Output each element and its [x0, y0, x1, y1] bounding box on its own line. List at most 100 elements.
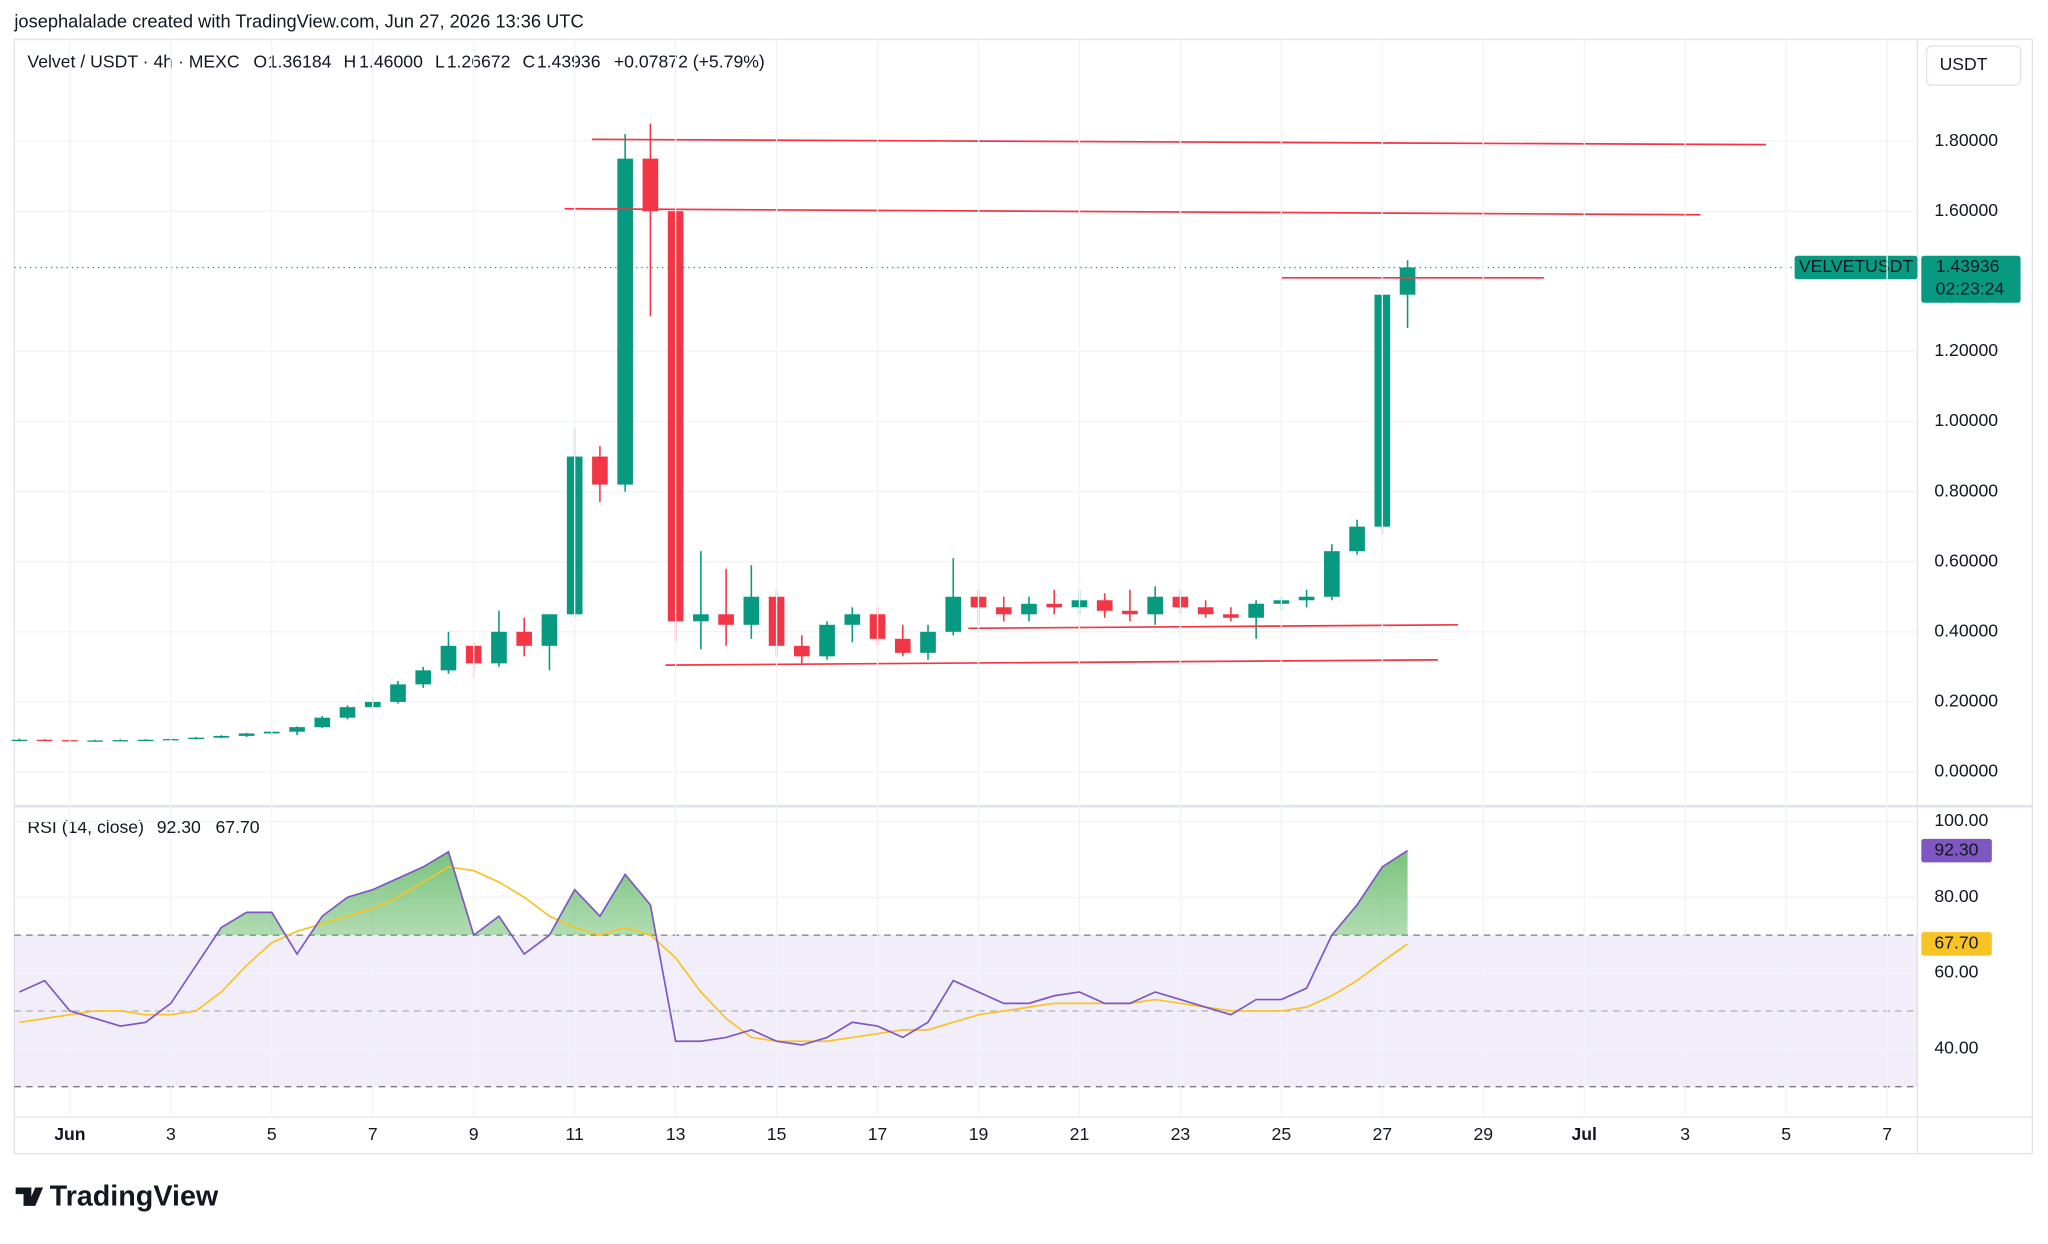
- candle-body: [1046, 603, 1063, 608]
- candle-body: [819, 624, 835, 657]
- candle-body: [238, 733, 255, 736]
- candle-body: [743, 596, 760, 625]
- logo-text: TradingView: [50, 1181, 219, 1213]
- ohlc-value: 1.26672: [447, 52, 511, 72]
- candle-body: [995, 607, 1012, 615]
- y-tick-label: 1.60000: [1934, 200, 1998, 220]
- rsi-line: [19, 866, 1409, 1043]
- ohlc-key: C: [522, 52, 535, 72]
- y-tick-label: 1.20000: [1934, 340, 1998, 360]
- x-tick-label: Jun: [54, 1124, 85, 1144]
- x-tick-label: 11: [566, 1124, 584, 1144]
- value-badge: [1921, 838, 1992, 863]
- currency-button[interactable]: [1925, 45, 2022, 86]
- x-tick-label: 29: [1473, 1124, 1493, 1144]
- y-tick-label: 0.40000: [1934, 620, 1998, 640]
- candle-body: [945, 596, 962, 632]
- candle-body: [1096, 600, 1113, 611]
- drawn-level: [564, 207, 1701, 216]
- ticker: VELVETUSDT: [1799, 256, 1913, 276]
- logo-mark: [15, 1187, 44, 1206]
- x-tick-label: 5: [267, 1124, 277, 1144]
- ohlc-key: H: [344, 52, 357, 72]
- candle-body: [11, 739, 28, 742]
- y-tick-label: 1.00000: [1934, 410, 1998, 430]
- price-badge: [1921, 255, 2021, 303]
- x-tick-label: 23: [1171, 1124, 1191, 1144]
- candle-body: [188, 737, 204, 740]
- x-tick-label: 3: [1680, 1124, 1690, 1144]
- drawn-level: [665, 658, 1438, 666]
- x-tick-label: 17: [868, 1124, 888, 1144]
- candle-body: [1298, 596, 1315, 601]
- candle-body: [415, 670, 432, 685]
- credit: josephalalade created with TradingView.c…: [13, 10, 583, 31]
- candle-body: [1223, 614, 1239, 618]
- candle-body: [642, 158, 659, 212]
- value-badge: [1921, 932, 1992, 956]
- x-tick-label: 5: [1781, 1124, 1791, 1144]
- candle-body: [844, 614, 861, 625]
- candle-body: [36, 739, 53, 742]
- x-tick-label: 7: [368, 1124, 378, 1144]
- ohlc-value: 1.43936: [537, 52, 601, 72]
- y-tick-label: 0.60000: [1934, 550, 1998, 570]
- currency[interactable]: USDT: [1940, 54, 1988, 74]
- candle-body: [213, 735, 230, 738]
- drawn-level: [968, 623, 1459, 630]
- candle-body: [794, 645, 810, 657]
- change: +0.07872 (+5.79%): [614, 52, 765, 72]
- ohlc-key: O: [253, 52, 267, 72]
- badge-label: 67.70: [1934, 933, 1978, 953]
- x-tick-label: 25: [1272, 1124, 1292, 1144]
- y-tick-label: 100.00: [1934, 810, 1988, 830]
- y-tick-label: 40.00: [1934, 1037, 1978, 1057]
- logo: TradingView: [15, 1181, 219, 1213]
- candle-body: [137, 739, 154, 742]
- symbol: Velvet / USDT · 4h · MEXC: [27, 52, 239, 72]
- legend-value: 92.30: [157, 817, 201, 837]
- x-tick-label: 21: [1070, 1124, 1090, 1144]
- y-tick-label: 1.80000: [1934, 130, 1998, 150]
- candle-body: [112, 740, 129, 742]
- y-tick-label: 0.20000: [1934, 691, 1998, 711]
- candle-body: [440, 645, 457, 671]
- candle-body: [920, 631, 936, 653]
- x-tick-label: 19: [969, 1124, 989, 1144]
- candle-body: [1197, 607, 1214, 615]
- candle-body: [617, 158, 633, 485]
- candle-body: [541, 614, 558, 646]
- candle-body: [693, 614, 709, 622]
- ohlc-value: 1.36184: [268, 52, 332, 72]
- candle-body: [1021, 603, 1037, 615]
- y-tick-label: 0.00000: [1934, 761, 1998, 781]
- x-tick-label: Jul: [1571, 1124, 1596, 1144]
- overbought-fill: [19, 850, 1408, 936]
- candle-body: [516, 631, 533, 646]
- countdown: 02:23:24: [1936, 278, 2005, 298]
- legend-value: 67.70: [216, 817, 260, 837]
- x-tick-label: 27: [1373, 1124, 1393, 1144]
- y-tick-label: 0.80000: [1934, 480, 1998, 500]
- x-tick-label: 15: [767, 1124, 787, 1144]
- candle-body: [491, 631, 507, 664]
- rsi-title: RSI (14, close): [27, 817, 144, 837]
- x-tick-label: 3: [166, 1124, 176, 1144]
- x-tick-label: 7: [1882, 1124, 1892, 1144]
- candle-body: [1349, 526, 1365, 552]
- ohlc-key: L: [435, 52, 445, 72]
- candle-body: [314, 717, 331, 728]
- ohlc-value: 1.46000: [359, 52, 423, 72]
- frame: [13, 38, 2033, 1155]
- candle-body: [1399, 267, 1416, 295]
- candle-body: [1324, 551, 1340, 597]
- rsi-band: [14, 935, 1918, 1087]
- x-tick-label: 9: [469, 1124, 479, 1144]
- x-tick-label: 13: [666, 1124, 686, 1144]
- candle-body: [390, 684, 406, 702]
- candle-body: [289, 727, 305, 732]
- candle-body: [718, 614, 734, 625]
- candle-body: [1248, 603, 1264, 618]
